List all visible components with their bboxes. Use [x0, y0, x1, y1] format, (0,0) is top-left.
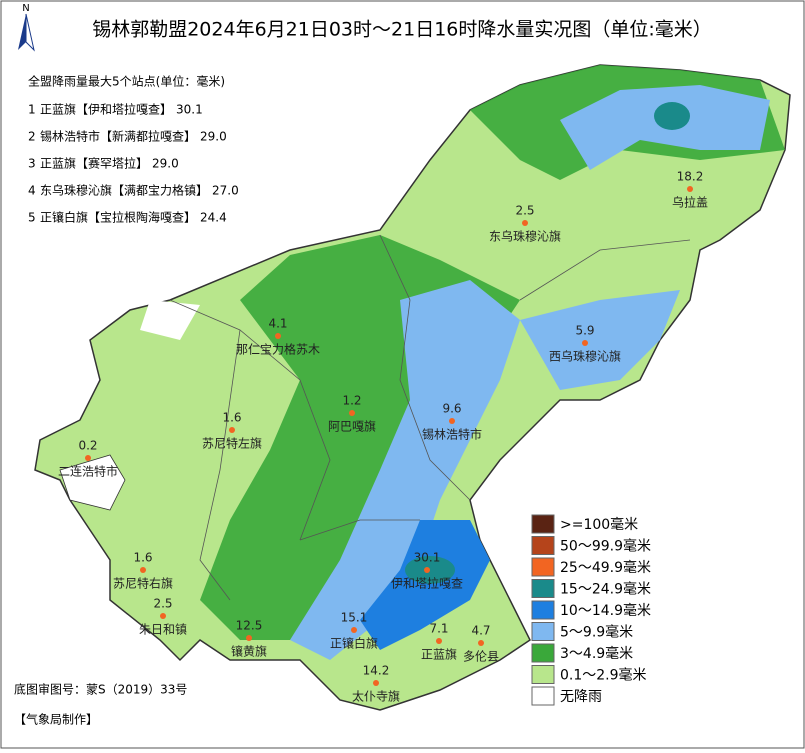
station-dot — [436, 638, 442, 644]
rank: 4 — [28, 184, 36, 198]
legend-swatch — [531, 600, 555, 620]
station-name: 东乌珠穆沁旗 — [489, 229, 561, 244]
station-name: 正蓝旗 — [421, 647, 457, 662]
station-name: 太仆寺旗 — [352, 689, 400, 704]
station-name: 多伦县 — [463, 649, 499, 664]
station-name: 苏尼特右旗 — [113, 576, 173, 591]
station-value: 2.5 — [153, 597, 172, 611]
legend-swatch — [531, 557, 555, 577]
legend-label: 无降雨 — [560, 689, 602, 705]
station-value: 0.2 — [78, 439, 97, 453]
north-label: N — [22, 3, 29, 14]
rank: 1 — [28, 103, 36, 117]
rank: 2 — [28, 130, 36, 144]
station-dot — [478, 640, 484, 646]
station-name: 正镶白旗 — [330, 636, 378, 651]
legend-swatch — [531, 514, 555, 534]
legend-swatch — [531, 643, 555, 663]
station-value: 18.2 — [677, 170, 704, 184]
approval-number: 底图审图号：蒙S（2019）33号 — [14, 682, 187, 697]
map-area — [34, 64, 791, 711]
rain-value: 29.0 — [152, 157, 179, 171]
legend-label: 25～49.9毫米 — [560, 559, 651, 576]
station-name: 锡林浩特市【新满都拉嘎查】 — [40, 129, 196, 144]
station-dot — [449, 418, 455, 424]
legend-swatch — [531, 665, 555, 684]
station-name: 二连浩特市 — [58, 464, 118, 479]
station-dot — [424, 567, 430, 573]
station-value: 7.1 — [429, 622, 448, 636]
legend-swatch — [531, 622, 555, 641]
station-dot — [229, 427, 235, 433]
station-name: 西乌珠穆沁旗 — [549, 349, 621, 364]
maker: 【气象局制作】 — [14, 712, 98, 727]
rain-value: 27.0 — [212, 184, 239, 198]
legend-label: 0.1～2.9毫米 — [560, 667, 647, 684]
legend-label: >=100毫米 — [560, 516, 638, 533]
station-dot — [351, 627, 357, 633]
station-value: 12.5 — [236, 619, 263, 633]
legend-swatch — [531, 536, 555, 555]
legend-swatch — [531, 686, 555, 706]
top-list: 1 正蓝旗【伊和塔拉嘎查】 30.1 2 锡林浩特市【新满都拉嘎查】 29.0 3 正蓝旗【赛… — [28, 102, 239, 225]
station-name: 乌拉盖 — [672, 195, 708, 210]
station-value: 1.2 — [342, 394, 361, 408]
legend-label: 5～9.9毫米 — [560, 624, 633, 641]
station-name: 镶黄旗 — [231, 644, 267, 659]
station-name: 正蓝旗【伊和塔拉嘎查】 — [40, 102, 172, 117]
station-value: 1.6 — [222, 411, 241, 425]
rank: 3 — [28, 157, 36, 171]
station-name: 朱日和镇 — [139, 623, 187, 637]
station-name: 那仁宝力格苏木 — [236, 342, 320, 357]
legend-label: 15～24.9毫米 — [560, 581, 651, 598]
rain-value: 30.1 — [176, 103, 203, 117]
north-arrow: N — [18, 3, 35, 52]
legend-label: 3～4.9毫米 — [560, 645, 633, 662]
station-value: 1.6 — [133, 551, 152, 565]
station-dot — [349, 410, 355, 416]
station-name: 正蓝旗【赛罕塔拉】 — [40, 156, 148, 171]
station-value: 30.1 — [414, 551, 441, 565]
station-dot — [85, 455, 91, 461]
station-dot — [160, 613, 166, 619]
legend: >=100毫米 50～99.9毫米 25～49.9毫米 15～24.9毫米 10～14.… — [531, 514, 651, 706]
station-value: 4.7 — [471, 624, 490, 638]
station-dot — [687, 186, 693, 192]
station-dot — [246, 635, 252, 641]
legend-label: 10～14.9毫米 — [560, 602, 651, 619]
station-value: 14.2 — [363, 664, 390, 678]
station-name: 伊和塔拉嘎查 — [391, 576, 463, 591]
legend-swatch — [531, 579, 555, 598]
station-value: 15.1 — [341, 611, 368, 625]
station-dot — [522, 220, 528, 226]
station-dot — [275, 333, 281, 339]
station-dot — [373, 680, 379, 686]
top-list-heading: 全盟降雨量最大5个站点(单位：毫米) — [28, 74, 225, 89]
rank: 5 — [28, 211, 36, 225]
rain-value: 24.4 — [200, 211, 227, 225]
station-name: 苏尼特左旗 — [202, 436, 262, 451]
title: 锡林郭勒盟2024年6月21日03时～21日16时降水量实况图（单位:毫米） — [92, 19, 712, 41]
legend-label: 50～99.9毫米 — [560, 538, 651, 555]
station-name: 锡林浩特市 — [422, 427, 482, 442]
station-value: 9.6 — [442, 402, 461, 416]
stations: 18.2 乌拉盖 2.5 东乌珠穆沁旗 5.9 西乌珠穆沁旗 4.1 那仁宝力格苏木 1.2 阿巴… — [58, 170, 708, 704]
station-value: 4.1 — [268, 317, 287, 331]
station-value: 5.9 — [575, 324, 594, 338]
rain-value: 29.0 — [200, 130, 227, 144]
station-name: 正镶白旗【宝拉根陶海嘎查】 — [40, 210, 196, 225]
station-name: 东乌珠穆沁旗【满都宝力格镇】 — [40, 183, 208, 198]
station-value: 2.5 — [515, 204, 534, 218]
station-name: 阿巴嘎旗 — [328, 419, 376, 434]
station-dot — [582, 340, 588, 346]
station-dot — [140, 567, 146, 573]
